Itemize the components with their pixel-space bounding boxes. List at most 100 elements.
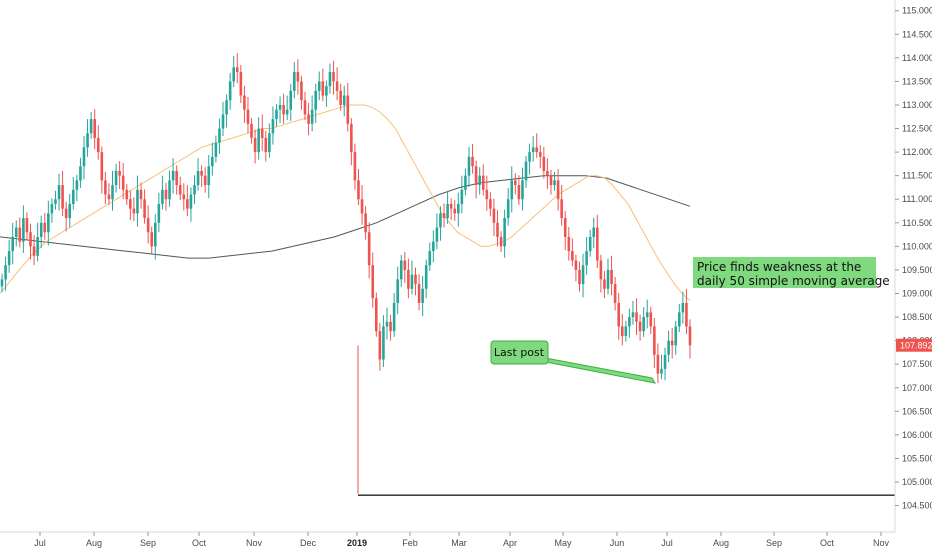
candle-body [485,189,489,200]
candle-body [521,180,524,200]
candle-body [367,232,371,266]
ma50-polyline [0,104,691,301]
candle-body [567,236,571,252]
y-tick-label: 114.000 [902,53,932,63]
candle-body [578,269,581,285]
candle-body [471,156,474,167]
candle-body [11,236,14,252]
last-price-label: 107.892 [900,341,932,351]
candle-body [628,317,631,327]
candle-body [620,326,624,336]
candle-body [235,67,239,72]
candle-body [596,227,599,261]
candle-body [599,260,603,280]
candle-body [132,208,136,214]
x-tick-label: Nov [246,538,263,548]
candle-body [517,185,521,200]
ma-note-box [693,257,876,288]
x-tick-label: Nov [873,538,890,548]
candle-body [32,246,36,256]
y-tick-label: 110.500 [902,218,932,228]
candle-body [624,326,628,336]
candle-body [403,260,407,270]
candle-body [29,232,32,247]
y-tick-label: 109.000 [902,288,932,298]
candle-body [221,114,225,129]
candle-body [0,279,4,287]
candle-body [228,81,232,101]
y-tick-label: 112.500 [902,124,932,134]
candle-body [424,265,428,289]
candle-body [449,203,453,209]
y-tick-label: 115.000 [902,6,932,16]
candle-body [50,203,54,214]
candle-body [385,321,389,327]
y-tick-label: 111.000 [902,194,932,204]
candle-body [407,269,410,289]
candle-body [649,312,653,327]
y-tick-label: 114.500 [902,29,932,39]
candle-body [460,189,464,204]
candle-body [592,227,596,237]
x-tick-label: Jun [610,538,625,548]
candle-body [203,175,207,186]
ma-note-line2: daily 50 simple moving average [697,274,890,288]
y-axis: 115.000 114.500 114.000 113.500 113.000 112.5… [894,0,932,532]
candle-body [428,251,432,266]
candle-body [446,203,449,219]
candle-body [157,203,161,223]
candle-body [678,312,681,327]
candle-body [232,67,236,82]
candle-body [378,331,382,360]
candle-body [82,147,86,167]
candle-body [332,71,335,82]
candle-body [496,222,499,237]
candle-body [656,354,660,374]
last-post-box [490,340,549,365]
candle-body [421,288,424,303]
candle-body [360,199,364,214]
candle-body [357,180,360,200]
y-tick-label: 105.500 [902,453,932,463]
candle-body [186,199,189,209]
candle-body [674,326,678,346]
candle-body [61,185,64,209]
candle-body [104,180,107,195]
candle-body [588,236,592,252]
candle-body [435,227,439,242]
candle-body [342,95,346,105]
candle-body [257,128,260,153]
candle-body [499,236,503,247]
candle-body [71,189,75,204]
candle-body [642,317,645,332]
candle-body [314,90,317,110]
candle-body [563,218,567,237]
candle-body [432,241,435,252]
candle-body [246,109,250,124]
candle-body [535,147,539,153]
y-tick-label: 104.500 [902,501,932,511]
candle-body [93,119,96,138]
candle-body [310,109,314,124]
candle-body [300,81,303,101]
candle-body [325,86,328,96]
candle-body [574,260,578,270]
annotations: Last post Price finds weakness at thedail… [490,257,890,384]
y-tick-label: 113.000 [902,100,932,110]
candle-body [136,189,139,214]
candle-body [260,128,264,138]
candle-body [175,170,178,186]
candle-body [253,137,257,153]
candle-body [670,340,674,346]
candle-body [538,152,542,157]
candle-body [18,227,22,242]
candle-body [153,222,157,247]
candle-body [317,81,321,91]
candle-body [64,208,68,219]
candle-body [271,119,275,134]
candle-body [492,208,496,223]
candle-body [200,170,203,176]
candle-body [653,326,656,355]
candle-body [514,180,517,186]
